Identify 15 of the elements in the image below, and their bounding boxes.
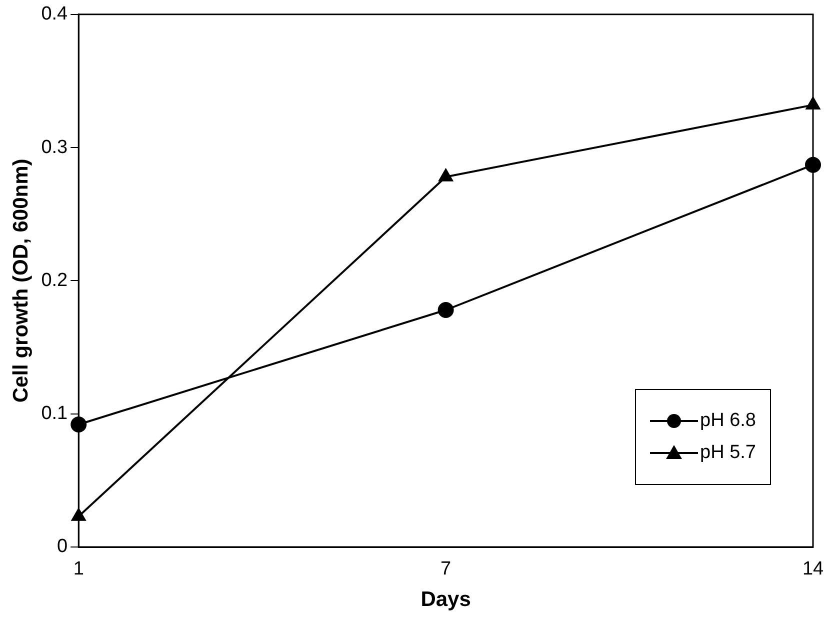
x-tick-label: 1 — [73, 558, 84, 580]
y-tick-label: 0 — [57, 536, 68, 558]
point — [438, 302, 454, 318]
y-tick-label: 0.1 — [41, 403, 68, 424]
legend-label: pH 5.7 — [700, 442, 756, 464]
point — [438, 168, 453, 182]
y-tick-label: 0.2 — [41, 270, 68, 291]
point — [70, 416, 87, 432]
x-tick-label: 14 — [802, 558, 824, 580]
y-tick-label: 0.4 — [41, 4, 68, 25]
x-tick-label: 7 — [440, 558, 452, 580]
y-axis-title: Cell growth (OD, 600nm) — [9, 158, 32, 403]
x-axis-title: Days — [420, 588, 471, 612]
legend-label: pH 6.8 — [700, 410, 756, 432]
y-tick-label: 0.3 — [41, 136, 68, 158]
